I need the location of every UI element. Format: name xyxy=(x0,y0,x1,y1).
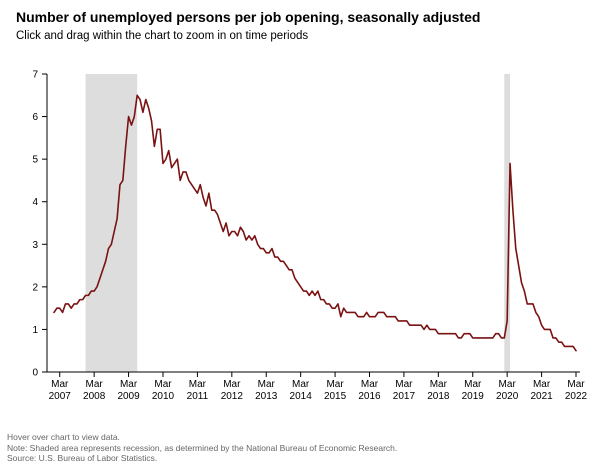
x-tick-label-year-2020: 2020 xyxy=(496,391,519,402)
x-tick-label-year-2018: 2018 xyxy=(427,391,450,402)
x-tick-label-year-2019: 2019 xyxy=(462,391,485,402)
x-tick-label-month-2016: Mar xyxy=(361,379,379,390)
x-tick-label-month-2009: Mar xyxy=(120,379,138,390)
x-tick-label-month-2007: Mar xyxy=(51,379,69,390)
y-tick-label-6: 6 xyxy=(32,112,38,123)
x-tick-label-month-2012: Mar xyxy=(223,379,241,390)
x-tick-label-year-2013: 2013 xyxy=(255,391,278,402)
x-tick-label-year-2009: 2009 xyxy=(117,391,140,402)
x-tick-label-month-2017: Mar xyxy=(395,379,413,390)
line-chart[interactable]: 01234567Mar2007Mar2008Mar2009Mar2010Mar2… xyxy=(0,0,602,430)
x-tick-label-year-2011: 2011 xyxy=(187,391,209,402)
x-tick-label-year-2016: 2016 xyxy=(358,391,381,402)
y-tick-label-0: 0 xyxy=(32,368,38,379)
tick-labels: 01234567Mar2007Mar2008Mar2009Mar2010Mar2… xyxy=(32,70,587,403)
x-tick-label-month-2014: Mar xyxy=(292,379,310,390)
x-tick-label-month-2022: Mar xyxy=(567,379,585,390)
x-tick-label-month-2013: Mar xyxy=(258,379,276,390)
x-tick-label-year-2010: 2010 xyxy=(152,391,175,402)
x-tick-label-month-2019: Mar xyxy=(464,379,482,390)
x-tick-label-year-2021: 2021 xyxy=(530,391,553,402)
x-tick-label-year-2022: 2022 xyxy=(565,391,588,402)
x-tick-label-month-2008: Mar xyxy=(86,379,104,390)
y-tick-label-5: 5 xyxy=(32,155,38,166)
recession-band-2 xyxy=(504,74,511,372)
y-tick-label-4: 4 xyxy=(32,197,38,208)
y-tick-label-3: 3 xyxy=(32,240,38,251)
x-tick-label-year-2014: 2014 xyxy=(290,391,313,402)
series-line-1[interactable] xyxy=(53,94,577,352)
x-tick-label-year-2008: 2008 xyxy=(83,391,106,402)
hover-note: Hover over chart to view data. xyxy=(7,432,120,442)
y-tick-label-1: 1 xyxy=(32,325,38,336)
x-tick-label-year-2015: 2015 xyxy=(324,391,347,402)
y-tick-label-2: 2 xyxy=(32,282,38,293)
x-tick-label-year-2017: 2017 xyxy=(393,391,416,402)
x-tick-label-month-2018: Mar xyxy=(430,379,448,390)
chart-title: Number of unemployed persons per job ope… xyxy=(16,9,481,25)
x-tick-label-year-2012: 2012 xyxy=(221,391,244,402)
recession-note: Note: Shaded area represents recession, … xyxy=(7,442,398,453)
series-layer[interactable] xyxy=(53,94,577,352)
recession-bands xyxy=(85,74,511,372)
x-tick-label-month-2015: Mar xyxy=(326,379,344,390)
x-tick-label-month-2011: Mar xyxy=(189,379,207,390)
y-tick-label-7: 7 xyxy=(32,70,38,81)
source-note: Source: U.S. Bureau of Labor Statistics. xyxy=(7,453,158,463)
x-tick-label-year-2007: 2007 xyxy=(49,391,72,402)
chart-notes: Hover over chart to view data. Note: Sha… xyxy=(7,432,397,464)
chart-axes xyxy=(42,73,580,377)
x-tick-label-month-2020: Mar xyxy=(499,379,517,390)
x-tick-label-month-2010: Mar xyxy=(154,379,172,390)
chart-subtitle: Click and drag within the chart to zoom … xyxy=(16,30,309,42)
x-tick-label-month-2021: Mar xyxy=(533,379,551,390)
